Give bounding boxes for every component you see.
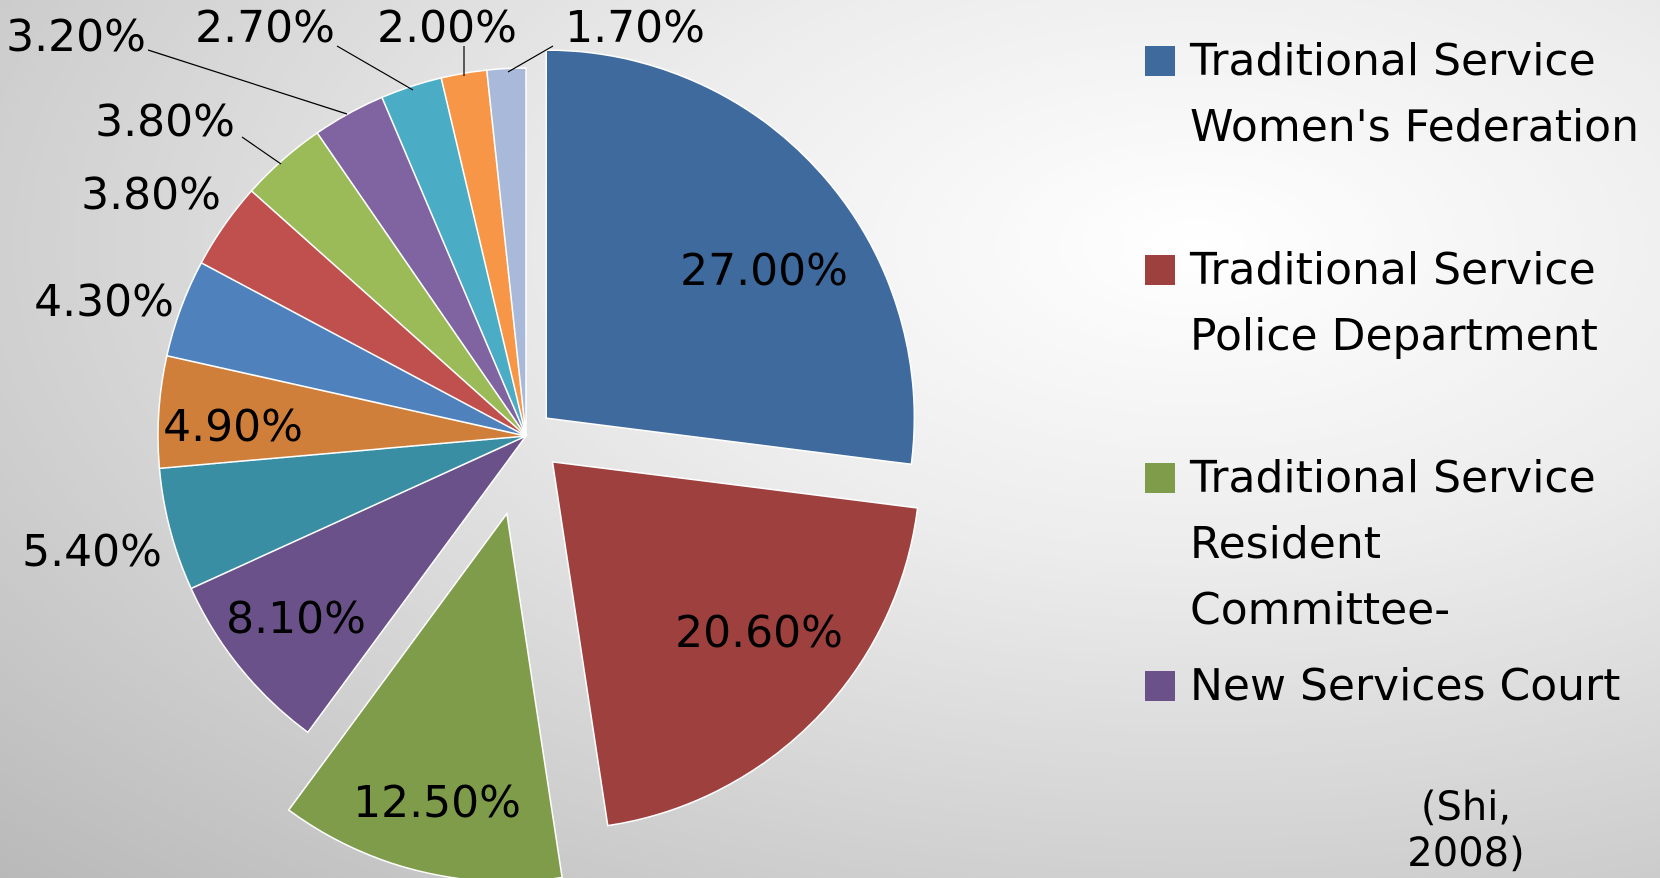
pie-slice — [485, 67, 527, 437]
legend-swatch — [1145, 463, 1175, 493]
data-label: 5.40% — [22, 526, 162, 577]
data-label: 4.90% — [163, 401, 303, 452]
leader-line — [147, 49, 348, 115]
legend-label: Traditional Service Resident Committee- — [1190, 452, 1596, 635]
data-label: 3.20% — [6, 11, 146, 62]
legend-label: Traditional Service Women's Federation — [1190, 35, 1639, 152]
data-label: 3.80% — [95, 96, 235, 147]
legend-swatch — [1145, 671, 1175, 701]
legend-swatch — [1145, 255, 1175, 285]
data-label: 27.00% — [680, 245, 848, 296]
pie-slice — [287, 511, 563, 878]
data-label: 3.80% — [81, 169, 221, 220]
pie-slice — [190, 434, 529, 734]
legend-label: New Services Court — [1190, 660, 1621, 711]
data-label: 2.70% — [195, 2, 335, 53]
pie-slice — [545, 49, 916, 466]
data-label: 4.30% — [34, 276, 174, 327]
data-label: 1.70% — [565, 2, 705, 53]
data-label: 8.10% — [226, 593, 366, 644]
leader-line — [507, 45, 554, 73]
data-label: 20.60% — [675, 607, 843, 658]
legend-swatch — [1145, 46, 1175, 76]
legend-label: Traditional Service Police Department — [1190, 244, 1598, 361]
source-note: (Shi, 2008) — [1407, 784, 1525, 876]
leader-line — [241, 136, 282, 165]
data-label: 12.50% — [353, 777, 521, 828]
data-label: 2.00% — [377, 2, 517, 53]
leader-line — [336, 45, 414, 91]
pie-slice — [551, 460, 919, 827]
